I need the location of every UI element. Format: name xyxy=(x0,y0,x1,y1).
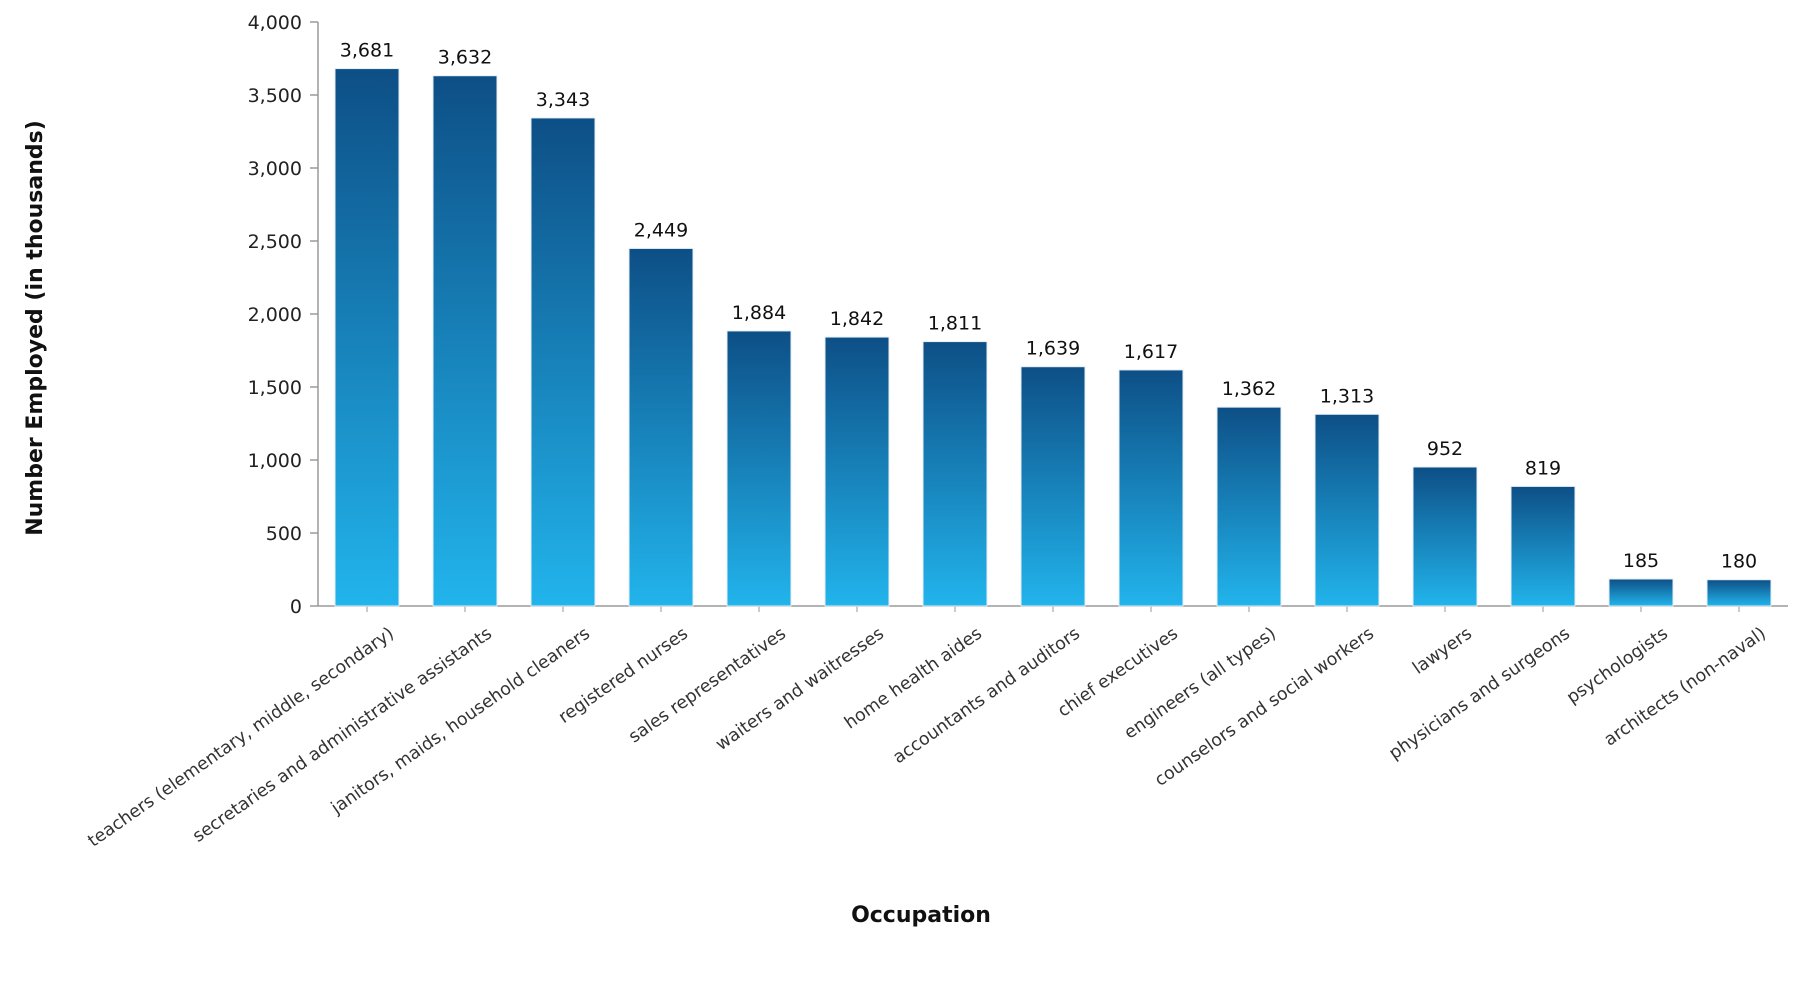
y-tick-label: 1,000 xyxy=(248,450,302,472)
y-tick-label: 3,500 xyxy=(248,85,302,107)
x-tick-label: sales representatives xyxy=(625,624,790,748)
bar xyxy=(1706,579,1772,607)
x-tick-label: physicians and surgeons xyxy=(1386,624,1574,764)
data-label: 1,811 xyxy=(928,313,982,335)
x-tick-label: accountants and auditors xyxy=(890,624,1084,768)
bar xyxy=(1510,485,1576,607)
bar xyxy=(1314,413,1380,607)
data-labels: 3,681 3,632 3,343 2,449 1,884 1,842 1,811 1,639… xyxy=(340,40,1757,573)
bar xyxy=(1020,366,1086,607)
bar xyxy=(1412,466,1478,607)
x-tick-label: waiters and waitresses xyxy=(712,624,888,755)
bar xyxy=(922,341,988,607)
data-label: 2,449 xyxy=(634,219,688,241)
data-label: 185 xyxy=(1623,550,1659,572)
y-tick-label: 2,500 xyxy=(248,231,302,253)
y-axis-title: Number Employed (in thousands) xyxy=(23,120,48,536)
data-label: 1,639 xyxy=(1026,338,1080,360)
y-axis: 0 500 1,000 1,500 2,000 2,500 3,000 3,500 4,000 xyxy=(248,12,319,618)
bars xyxy=(334,68,1772,607)
data-label: 1,884 xyxy=(732,302,786,324)
data-label: 3,681 xyxy=(340,40,394,62)
bar xyxy=(1118,369,1184,607)
bar xyxy=(530,117,596,607)
data-label: 1,617 xyxy=(1124,341,1178,363)
bar xyxy=(432,75,498,607)
bar xyxy=(628,247,694,607)
y-tick-label: 4,000 xyxy=(248,12,302,34)
bar xyxy=(1608,578,1674,607)
y-tick-label: 1,500 xyxy=(248,377,302,399)
x-tick-label: architects (non-naval) xyxy=(1601,624,1770,751)
category-labels: teachers (elementary, middle, secondary)… xyxy=(85,624,1770,852)
x-axis xyxy=(318,605,1788,612)
bar xyxy=(1216,406,1282,607)
data-label: 1,313 xyxy=(1320,385,1374,407)
data-label: 819 xyxy=(1525,457,1561,479)
y-tick-label: 500 xyxy=(266,523,302,545)
bar xyxy=(726,330,792,607)
bar xyxy=(824,336,890,607)
x-axis-title: Occupation xyxy=(851,903,991,928)
data-label: 1,362 xyxy=(1222,378,1276,400)
data-label: 180 xyxy=(1721,551,1757,573)
bar xyxy=(334,68,400,607)
data-label: 1,842 xyxy=(830,308,884,330)
y-tick-label: 0 xyxy=(290,596,302,618)
data-label: 952 xyxy=(1427,438,1463,460)
x-tick-label: lawyers xyxy=(1409,624,1476,679)
data-label: 3,343 xyxy=(536,89,590,111)
y-tick-label: 2,000 xyxy=(248,304,302,326)
y-tick-label: 3,000 xyxy=(248,158,302,180)
data-label: 3,632 xyxy=(438,47,492,69)
